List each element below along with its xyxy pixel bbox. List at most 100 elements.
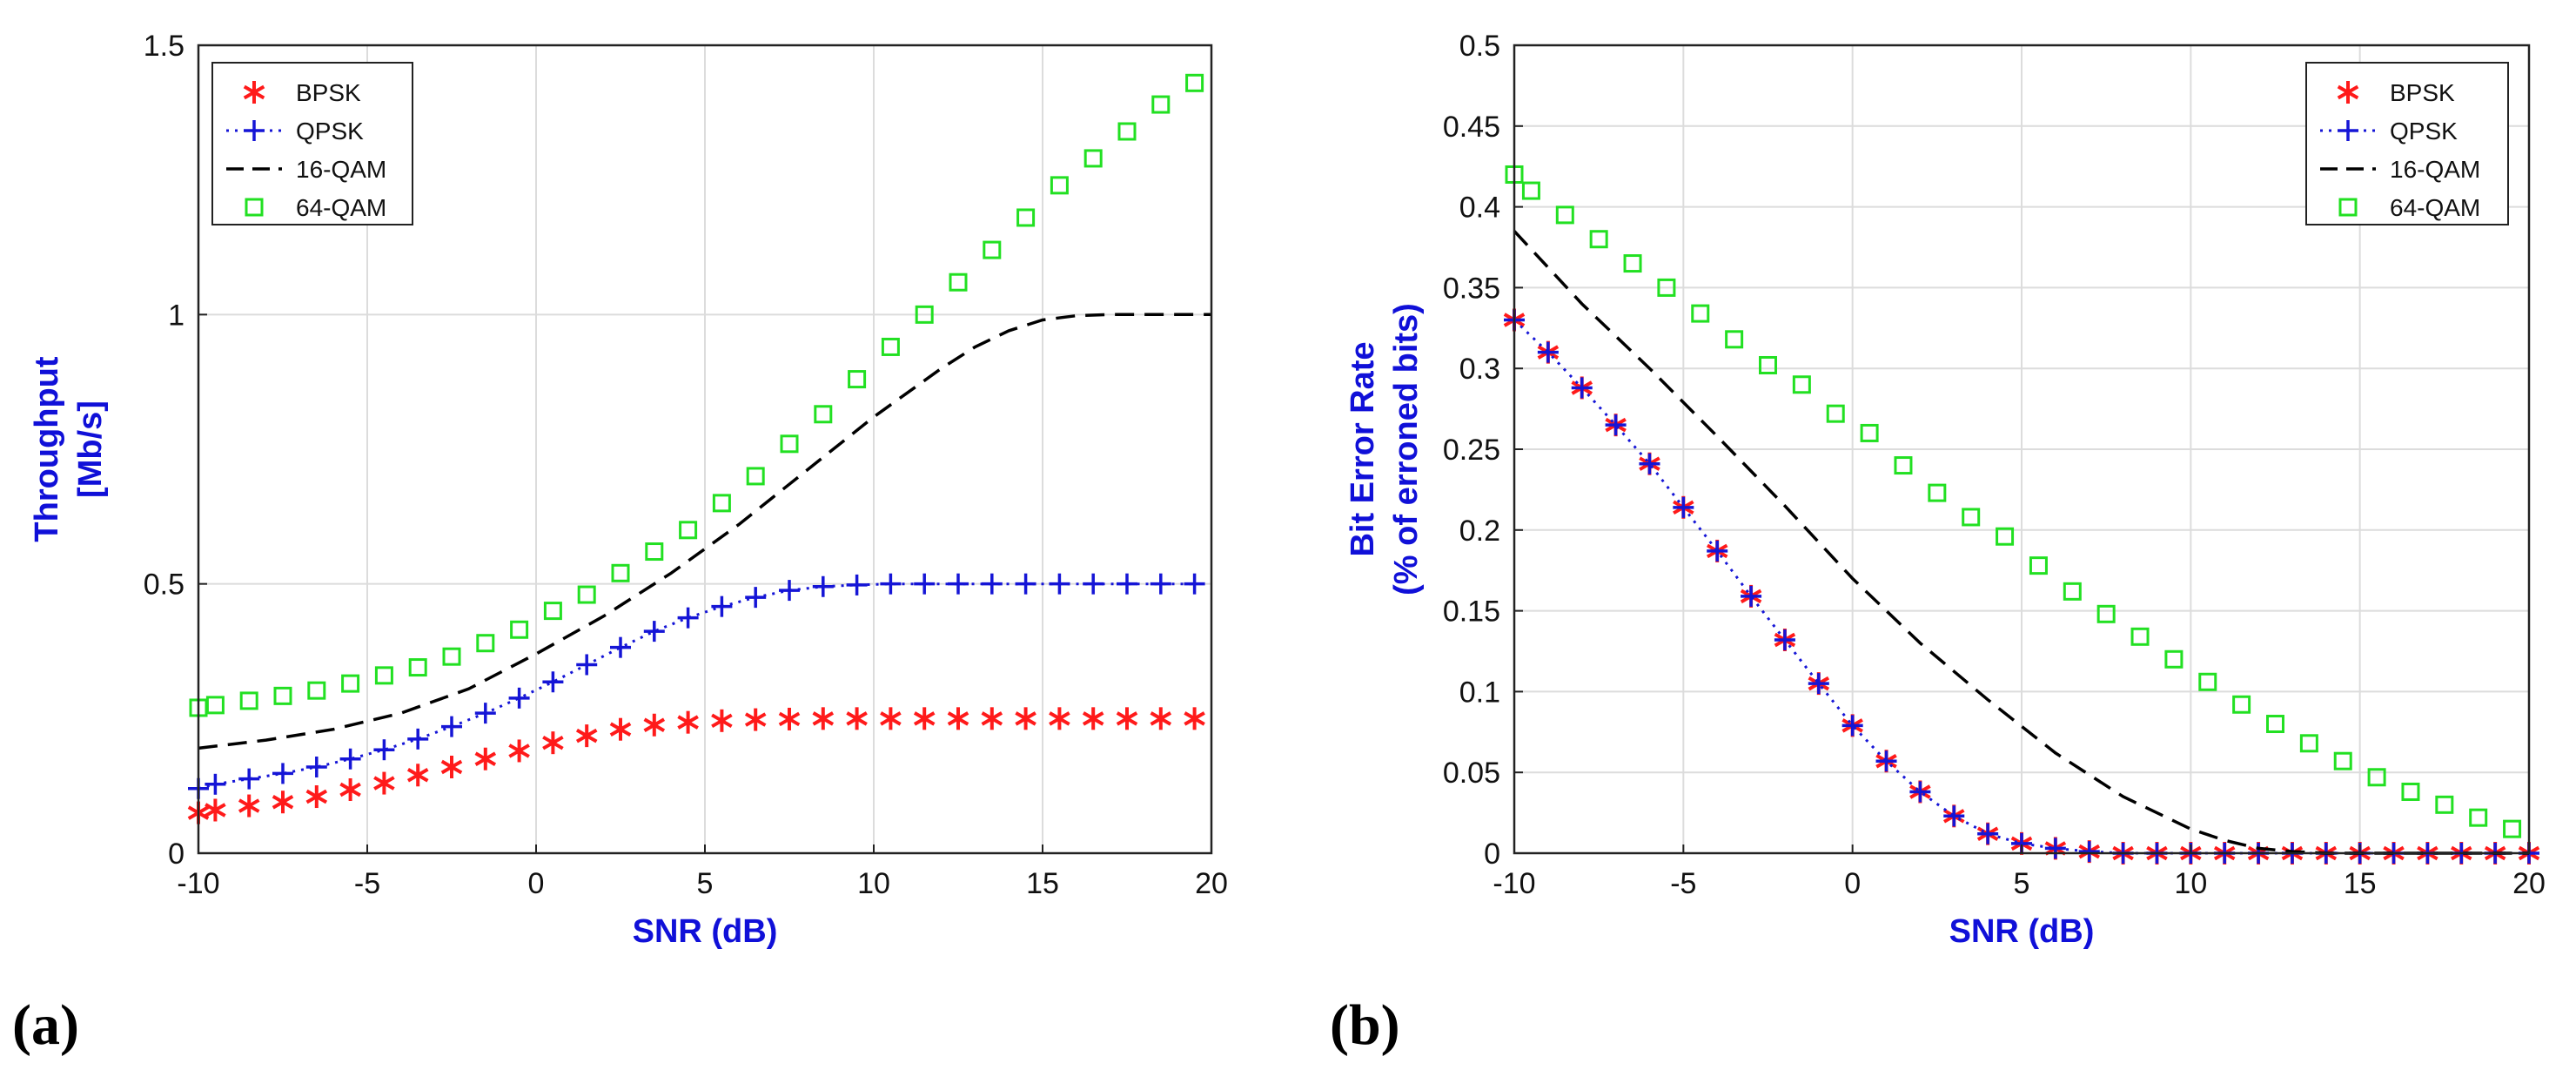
marker (1537, 341, 1559, 363)
marker (1673, 496, 1694, 518)
marker (244, 120, 265, 141)
marker (1741, 585, 1762, 607)
y-tick-label: 0.5 (144, 569, 184, 602)
marker (2338, 198, 2358, 217)
marker (814, 405, 833, 424)
marker (1977, 823, 1999, 844)
chart-panel-b: -10 -5 0 5 10 15 20 0 0.05 0.1 0.15 0.2 0.25 0.3 0.35 0… (1345, 30, 2546, 950)
marker (1875, 750, 1897, 772)
x-tick-label: 10 (2174, 867, 2207, 900)
marker (2063, 582, 2082, 601)
marker (2096, 604, 2116, 623)
marker (543, 602, 562, 621)
marker (949, 272, 968, 292)
marker (474, 747, 497, 770)
marker (575, 724, 598, 748)
y-tick-label: 0.5 (1459, 30, 1500, 63)
marker (745, 587, 767, 609)
y-tick-label: 0.1 (1459, 676, 1500, 709)
legend-box (211, 62, 413, 225)
chart-panel-a: -10 -5 0 5 10 15 20 0 0.5 1 1.5 SNR (dB) Throughput[… (29, 30, 1228, 950)
y-tick-label: 0 (168, 838, 184, 871)
marker (474, 703, 496, 724)
x-tick-label: 0 (528, 867, 545, 900)
marker (677, 710, 699, 734)
marker (238, 794, 260, 818)
marker (243, 81, 265, 104)
marker (779, 580, 800, 602)
legend-label: 64-QAM (2390, 194, 2480, 221)
star-stroke (1015, 711, 1036, 726)
series-line (1513, 230, 2529, 855)
marker (778, 707, 801, 730)
y-tick-label: 0 (1484, 838, 1500, 871)
marker (915, 305, 934, 324)
marker (1725, 330, 1744, 349)
marker (2198, 672, 2217, 691)
marker (2078, 841, 2100, 863)
marker (1117, 573, 1137, 595)
marker (711, 595, 733, 617)
marker (205, 696, 225, 715)
marker (643, 621, 665, 643)
marker (1015, 707, 1036, 730)
marker (374, 666, 393, 685)
marker (848, 370, 867, 389)
legend-item: BPSK (243, 79, 361, 106)
series-line (198, 313, 1211, 750)
star-stroke (778, 711, 801, 727)
star-stroke (981, 711, 1003, 726)
star-stroke (508, 743, 530, 758)
star-stroke (812, 711, 835, 726)
x-tick-label: 20 (1195, 867, 1228, 900)
y-tick-label: 0.15 (1443, 595, 1500, 629)
marker (205, 798, 226, 822)
marker (576, 654, 598, 676)
marker (408, 658, 427, 677)
x-tick-label: 5 (2014, 867, 2030, 900)
y-tick-label: 0.45 (1443, 111, 1500, 144)
marker (1826, 404, 1845, 423)
marker (2232, 695, 2251, 714)
marker (913, 707, 936, 730)
marker (272, 763, 293, 784)
star-stroke (744, 712, 767, 727)
marker (712, 494, 731, 513)
star-stroke (205, 803, 226, 818)
star-stroke (1082, 711, 1104, 726)
marker (2029, 556, 2048, 575)
marker (440, 756, 463, 779)
marker (1571, 377, 1593, 399)
legend-label: 16-QAM (296, 156, 386, 183)
series-64-qam (1505, 165, 2522, 838)
marker (406, 764, 429, 787)
marker (1962, 508, 1981, 527)
marker (1691, 304, 1710, 323)
marker (305, 785, 328, 809)
y-tick-label: 0.35 (1443, 272, 1500, 305)
marker (1049, 573, 1070, 595)
y-tick-label: 0.05 (1443, 757, 1500, 790)
marker (2333, 751, 2352, 770)
marker (1909, 781, 1931, 803)
x-tick-label: -5 (1670, 867, 1696, 900)
marker (442, 647, 461, 666)
y-tick-label: 0.2 (1459, 515, 1500, 548)
marker (1049, 707, 1070, 730)
marker (441, 716, 462, 737)
marker (1996, 527, 2015, 546)
marker (1521, 181, 1540, 200)
marker (1116, 707, 1138, 730)
star-stroke (243, 84, 265, 100)
marker (880, 707, 902, 730)
star-stroke (238, 798, 260, 813)
x-tick-label: -5 (354, 867, 380, 900)
marker (914, 573, 936, 595)
marker (2435, 795, 2454, 814)
marker (272, 791, 294, 814)
marker (510, 620, 529, 639)
legend-label: BPSK (2390, 79, 2455, 106)
marker (508, 739, 530, 763)
marker (1860, 423, 1879, 442)
